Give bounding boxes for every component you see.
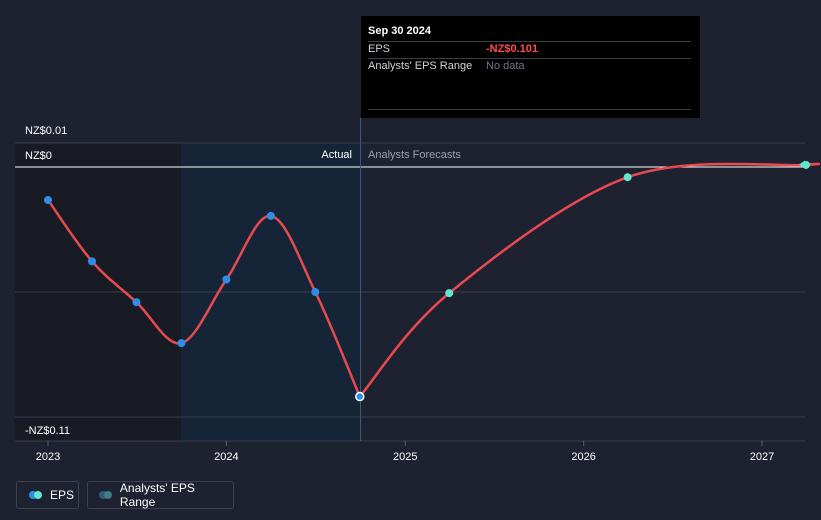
x-tick-label: 2026 (571, 451, 595, 463)
actual-region-label: Actual (321, 149, 352, 161)
tooltip-divider (368, 109, 691, 110)
x-tick-label: 2024 (214, 451, 238, 463)
legend-eps-label: EPS (50, 488, 75, 502)
eps-actual-point[interactable] (177, 339, 186, 348)
legend-eps[interactable]: EPS (16, 481, 79, 509)
tooltip-eps-value: -NZ$0.101 (486, 43, 538, 55)
eps-actual-point[interactable] (222, 275, 231, 284)
eps-forecast-point[interactable] (445, 289, 454, 298)
eps-points (44, 160, 810, 402)
eps-actual-point[interactable] (87, 257, 96, 266)
tooltip-range-label: Analysts' EPS Range (368, 60, 473, 72)
eps-forecast-point[interactable] (623, 173, 632, 182)
legend-range-label: Analysts' EPS Range (119, 481, 195, 509)
x-tick-label: 2025 (393, 451, 417, 463)
tooltip-divider (368, 41, 691, 42)
forecast-region-label: Analysts Forecasts (368, 149, 461, 161)
tooltip-eps-label: EPS (368, 43, 391, 55)
eps-tooltip: Sep 30 2024 EPS -NZ$0.101 Analysts' EPS … (361, 16, 700, 118)
eps-actual-point[interactable] (311, 288, 320, 296)
y-tick-label-bottom: -NZ$0.11 (25, 425, 70, 437)
tooltip-range-value: No data (486, 60, 525, 72)
legend-analysts-eps-range[interactable]: Analysts' EPS Range (87, 481, 234, 509)
y-tick-label-top: NZ$0.01 (25, 125, 67, 137)
x-axis-ticks: 2023 2024 2025 2026 2027 (36, 441, 774, 463)
x-tick-label: 2023 (36, 451, 60, 463)
eps-highlighted-point[interactable] (355, 391, 365, 402)
x-tick-label: 2027 (750, 451, 774, 463)
eps-forecast-edge-marker (799, 160, 805, 169)
eps-actual-point[interactable] (266, 211, 275, 220)
range-legend-icon (99, 491, 113, 499)
tooltip-divider (368, 58, 691, 59)
y-tick-label-zero: NZ$0 (25, 150, 52, 162)
eps-legend-icon (29, 491, 43, 499)
eps-actual-point[interactable] (132, 298, 141, 307)
eps-actual-point[interactable] (44, 195, 52, 204)
eps-forecast-line (358, 162, 820, 398)
tooltip-date: Sep 30 2024 (368, 25, 431, 37)
